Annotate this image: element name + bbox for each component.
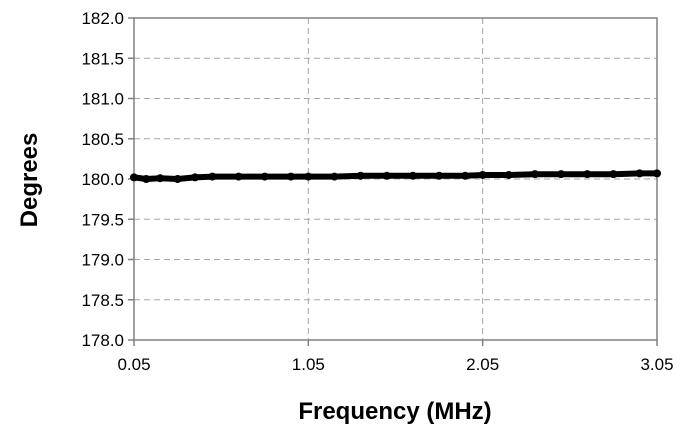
x-tick-label: 3.05 [640, 355, 673, 374]
y-tick-label: 181.0 [81, 90, 124, 109]
x-tick-labels: 0.05 1.05 2.05 3.05 [117, 340, 674, 374]
y-tick-label: 180.0 [81, 170, 124, 189]
data-point [234, 172, 243, 181]
data-point [653, 169, 661, 178]
data-point [382, 171, 391, 180]
y-tick-label: 178.5 [81, 291, 124, 310]
data-series [130, 169, 661, 183]
data-point [173, 175, 182, 183]
x-tick-label: 1.05 [292, 355, 325, 374]
y-tick-label: 182.0 [81, 9, 124, 28]
x-tick-label: 2.05 [466, 355, 499, 374]
data-point [130, 173, 138, 182]
data-point [435, 171, 444, 180]
y-tick-label: 178.0 [81, 331, 124, 350]
data-point [142, 175, 151, 183]
data-point [504, 170, 513, 179]
data-point [304, 172, 313, 181]
data-point [530, 170, 539, 179]
data-point [609, 170, 618, 179]
data-point [461, 171, 470, 180]
y-tick-label: 181.5 [81, 49, 124, 68]
y-tick-label: 180.5 [81, 130, 124, 149]
data-point [408, 171, 417, 180]
data-point [208, 172, 217, 181]
data-point [156, 174, 165, 183]
y-tick-label: 179.5 [81, 210, 124, 229]
y-tick-label: 179.0 [81, 251, 124, 270]
x-axis-title: Frequency (MHz) [298, 398, 491, 425]
y-tick-labels: 178.0 178.5 179.0 179.5 180.0 180.5 181.0 181.5… [81, 9, 134, 350]
data-point [260, 172, 269, 181]
x-tick-label: 0.05 [117, 355, 150, 374]
data-point [557, 170, 566, 179]
data-point [635, 169, 644, 178]
data-point [286, 172, 295, 181]
data-point [478, 170, 487, 179]
data-point [583, 170, 592, 179]
data-point [191, 173, 200, 182]
y-axis-title: Degrees [16, 133, 43, 228]
data-point [330, 172, 339, 181]
data-point [356, 171, 365, 180]
